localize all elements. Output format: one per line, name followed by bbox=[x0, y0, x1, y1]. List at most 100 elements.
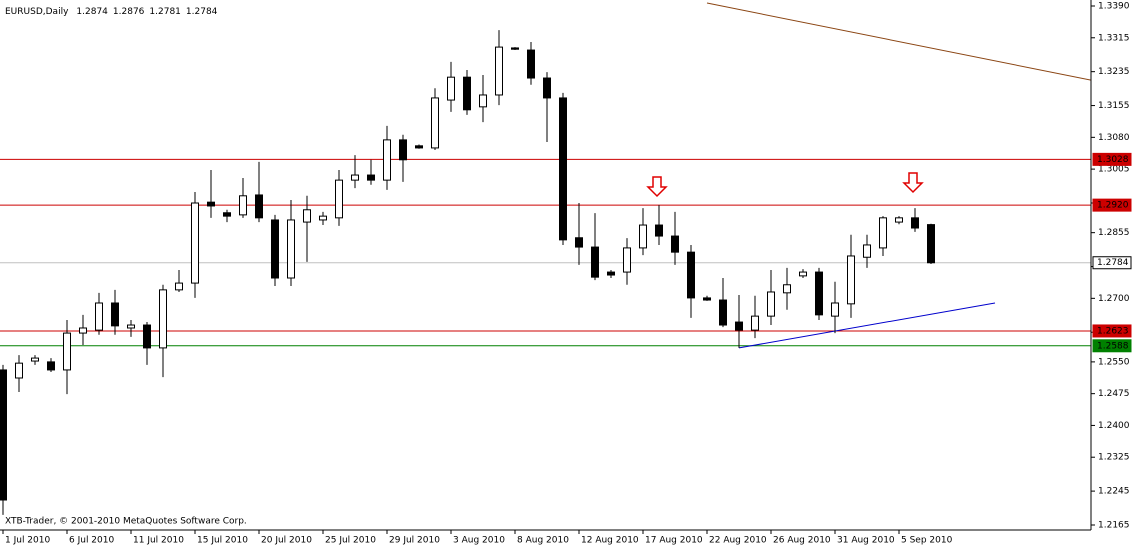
candle-body bbox=[911, 217, 919, 229]
footer: XTB-Trader, © 2001-2010 MetaQuotes Softw… bbox=[5, 517, 247, 527]
header-high: 1.2876 bbox=[113, 7, 145, 17]
x-tick-label: 6 Jul 2010 bbox=[69, 536, 114, 546]
candle-body bbox=[527, 49, 535, 79]
candle-body bbox=[895, 217, 903, 223]
candle-body bbox=[767, 291, 775, 317]
y-tick-label: 1.2165 bbox=[1098, 521, 1130, 531]
candle-body bbox=[239, 195, 247, 216]
x-tick-label: 20 Jul 2010 bbox=[261, 536, 312, 546]
y-tick-label: 1.2400 bbox=[1098, 421, 1130, 431]
level-label-box bbox=[1092, 152, 1132, 166]
candle-body bbox=[159, 289, 167, 349]
y-tick-label: 1.3315 bbox=[1098, 33, 1130, 43]
candle-body bbox=[831, 302, 839, 317]
candle-body bbox=[815, 271, 823, 316]
level-label-box bbox=[1092, 198, 1132, 212]
candle-body bbox=[431, 97, 439, 149]
x-tick-label: 31 Aug 2010 bbox=[837, 536, 895, 546]
trend-line bbox=[738, 302, 996, 349]
candle-body bbox=[319, 215, 327, 221]
level-label: 1.2623 bbox=[1097, 326, 1129, 336]
candle-body bbox=[671, 235, 679, 253]
candle-body bbox=[399, 139, 407, 161]
candle-body bbox=[591, 246, 599, 278]
x-tick-label: 11 Jul 2010 bbox=[133, 536, 184, 546]
y-tick-label: 1.2325 bbox=[1098, 453, 1130, 463]
candle-body bbox=[31, 357, 39, 362]
candle-body bbox=[719, 299, 727, 326]
candle-body bbox=[639, 224, 647, 249]
x-tick-label: 29 Jul 2010 bbox=[389, 536, 440, 546]
y-tick-label: 1.2550 bbox=[1098, 357, 1130, 367]
candle-body bbox=[383, 139, 391, 181]
x-tick-label: 26 Aug 2010 bbox=[773, 536, 831, 546]
y-tick-label: 1.2855 bbox=[1098, 228, 1130, 238]
candle-body bbox=[223, 212, 231, 217]
candle-body bbox=[511, 47, 519, 50]
x-tick-label: 17 Aug 2010 bbox=[645, 536, 703, 546]
candle-body bbox=[847, 255, 855, 305]
candle-body bbox=[335, 179, 343, 219]
candle-body bbox=[543, 77, 551, 99]
candle-body bbox=[287, 219, 295, 279]
candle-body bbox=[303, 209, 311, 223]
trend-line bbox=[706, 2, 1091, 81]
candle-body bbox=[623, 247, 631, 273]
candle-body bbox=[607, 271, 615, 276]
down-arrow bbox=[646, 176, 668, 198]
candle-body bbox=[175, 282, 183, 291]
y-tick-label: 1.3235 bbox=[1098, 67, 1130, 77]
header-low: 1.2781 bbox=[149, 7, 181, 17]
level-label: 1.3028 bbox=[1097, 155, 1129, 165]
candle-body bbox=[783, 284, 791, 294]
candle-body bbox=[751, 315, 759, 331]
y-tick-label: 1.3155 bbox=[1098, 101, 1130, 111]
x-tick-label: 15 Jul 2010 bbox=[197, 536, 248, 546]
level-label-box bbox=[1092, 339, 1132, 353]
candle-body bbox=[191, 202, 199, 284]
x-tick-label: 1 Jul 2010 bbox=[5, 536, 50, 546]
x-tick-label: 12 Aug 2010 bbox=[581, 536, 639, 546]
y-tick-label: 1.2475 bbox=[1098, 389, 1130, 399]
level-label-box bbox=[1092, 256, 1132, 270]
candle-body bbox=[559, 97, 567, 241]
candle-body bbox=[927, 224, 935, 264]
candle-body bbox=[575, 237, 583, 248]
candle-body bbox=[415, 145, 423, 149]
candle-body bbox=[47, 361, 55, 371]
candle-body bbox=[79, 327, 87, 334]
level-label-box bbox=[1092, 324, 1132, 338]
candle-body bbox=[863, 244, 871, 258]
level-label: 1.2588 bbox=[1097, 341, 1129, 351]
candle-body bbox=[703, 297, 711, 301]
candle-body bbox=[447, 76, 455, 101]
x-tick-label: 5 Sep 2010 bbox=[901, 536, 953, 546]
x-tick-label: 8 Aug 2010 bbox=[517, 536, 569, 546]
x-tick-label: 22 Aug 2010 bbox=[709, 536, 767, 546]
y-tick-label: 1.3390 bbox=[1098, 2, 1130, 12]
header-open: 1.2874 bbox=[76, 7, 108, 17]
candle-body bbox=[495, 46, 503, 96]
y-tick-label: 1.3080 bbox=[1098, 133, 1130, 143]
candle-body bbox=[143, 324, 151, 349]
candle-body bbox=[63, 332, 71, 371]
y-tick-label: 1.2245 bbox=[1098, 487, 1130, 497]
candle-body bbox=[15, 362, 23, 379]
candle-body bbox=[127, 324, 135, 329]
header-close: 1.2784 bbox=[186, 7, 218, 17]
candle-body bbox=[479, 94, 487, 108]
y-tick-label: 1.3005 bbox=[1098, 165, 1130, 175]
candle-body bbox=[799, 271, 807, 277]
candle-body bbox=[207, 201, 215, 207]
candle-body bbox=[111, 302, 119, 327]
candle-body bbox=[95, 302, 103, 331]
candle-body bbox=[255, 194, 263, 219]
y-tick-label: 1.2700 bbox=[1098, 294, 1130, 304]
candle-body bbox=[271, 219, 279, 279]
candle-body bbox=[879, 217, 887, 249]
down-arrow bbox=[902, 172, 924, 194]
candle-body bbox=[351, 174, 359, 181]
level-label: 1.2920 bbox=[1097, 201, 1129, 211]
